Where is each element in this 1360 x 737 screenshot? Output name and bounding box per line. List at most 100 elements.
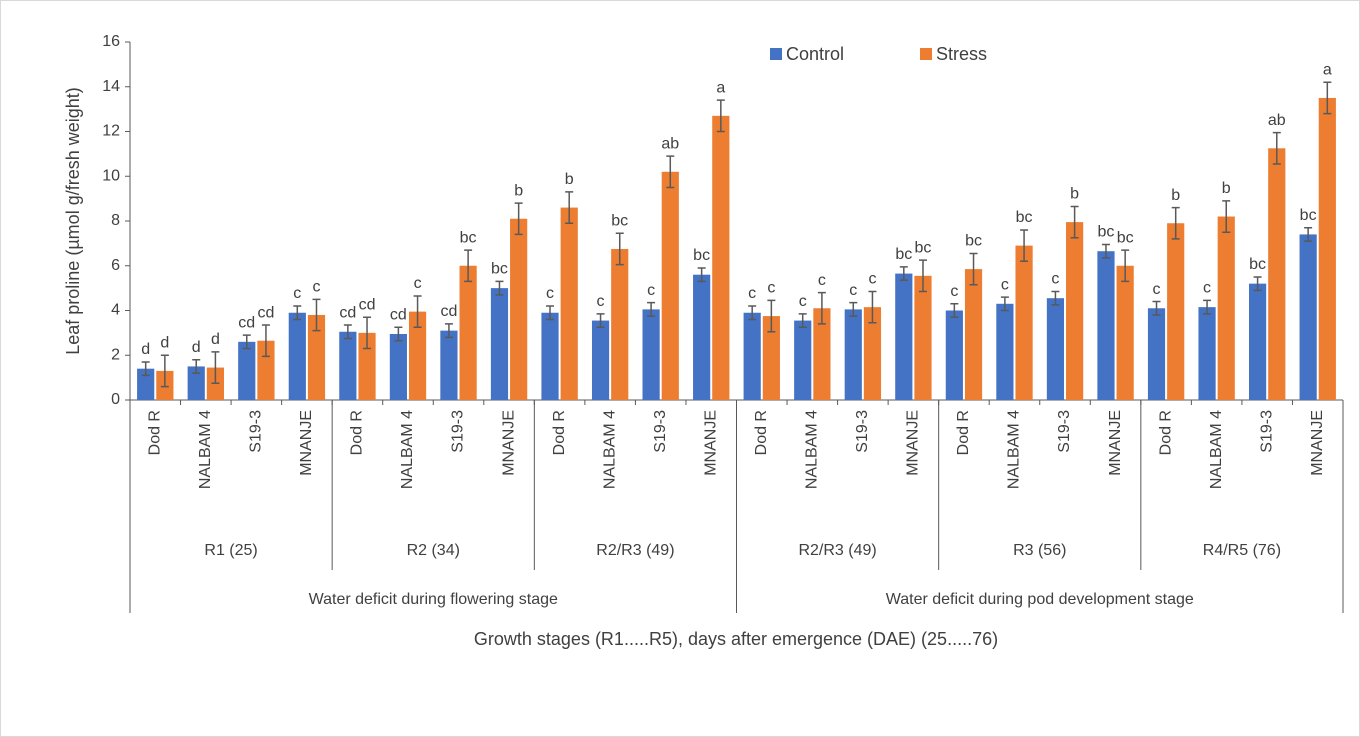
x-tick-label: MNANJE	[905, 410, 922, 476]
bar	[1015, 245, 1033, 400]
error-bar	[798, 313, 807, 329]
y-tick-label: 16	[102, 33, 120, 50]
bar	[358, 332, 376, 400]
error-bar	[767, 299, 776, 333]
error-bar	[211, 351, 220, 384]
error-bar	[141, 361, 150, 377]
error-bar	[899, 266, 908, 282]
x-tick-label: MNANJE	[702, 410, 719, 476]
error-bar	[817, 291, 826, 325]
bar	[591, 320, 610, 400]
significance-letter: bc	[1300, 207, 1317, 224]
group-label: R2/R3 (49)	[596, 542, 674, 559]
supergroup-label: Water deficit during flowering stage	[309, 591, 558, 608]
significance-letter: d	[211, 331, 220, 348]
x-tick-label: Dod R	[146, 410, 163, 455]
x-tick-label: Dod R	[551, 410, 568, 455]
significance-letter: c	[1001, 276, 1009, 293]
error-bar	[666, 155, 675, 189]
x-tick-label: Dod R	[955, 410, 972, 455]
error-bar	[1171, 206, 1180, 240]
significance-letter: c	[312, 279, 320, 296]
y-axis-title: Leaf proline (µmol g/fresh weight)	[63, 87, 83, 355]
significance-letter: b	[565, 171, 574, 188]
y-tick-label: 10	[102, 167, 120, 184]
error-bar	[748, 305, 757, 321]
error-bar	[546, 305, 555, 321]
significance-letter: bc	[1117, 229, 1134, 246]
legend-label: Stress	[936, 44, 987, 64]
bar	[389, 333, 407, 400]
error-bar	[969, 252, 978, 286]
x-tick-label: Dod R	[349, 410, 366, 455]
significance-letter: cd	[257, 304, 274, 321]
error-bar	[1152, 300, 1161, 316]
x-tick-label: S19-3	[854, 410, 871, 453]
bar	[187, 366, 205, 400]
significance-letter: cd	[359, 296, 376, 313]
error-bar	[565, 191, 574, 224]
significance-letter: bc	[1098, 224, 1115, 241]
significance-letter: bc	[460, 229, 477, 246]
bar	[996, 303, 1014, 400]
significance-letter: bc	[693, 247, 710, 264]
significance-letter: c	[647, 282, 655, 299]
significance-letter: c	[546, 285, 554, 302]
significance-letter: bc	[491, 261, 508, 278]
significance-letter: bc	[915, 239, 932, 256]
x-tick-label: MNANJE	[1107, 410, 1124, 476]
x-tick-label: S19-3	[450, 410, 467, 453]
error-bar	[192, 358, 201, 374]
bar	[1116, 265, 1134, 400]
significance-letter: cd	[440, 303, 457, 320]
error-bar	[697, 267, 706, 283]
x-tick-label: MNANJE	[500, 410, 517, 476]
error-bar	[647, 301, 656, 317]
x-tick-label: Dod R	[753, 410, 770, 455]
y-tick-label: 6	[111, 257, 120, 274]
bar	[1268, 148, 1286, 400]
significance-letter: d	[192, 339, 201, 356]
bar	[1167, 223, 1185, 400]
error-bar	[160, 354, 169, 388]
bar	[794, 320, 812, 400]
bar	[288, 312, 306, 400]
error-bar	[312, 298, 321, 332]
x-tick-label: S19-3	[1258, 410, 1275, 453]
bar	[560, 207, 578, 400]
significance-letter: cd	[238, 314, 255, 331]
significance-letter: c	[849, 282, 857, 299]
bar	[895, 273, 913, 400]
bar	[459, 265, 477, 400]
error-bar	[464, 249, 473, 283]
bar	[642, 309, 660, 400]
bar	[813, 308, 831, 400]
error-bar	[1051, 290, 1060, 306]
x-axis-title: Growth stages (R1.....R5), days after em…	[474, 629, 998, 649]
x-tick-label: NALBAM 4	[1006, 410, 1023, 489]
group-label: R1 (25)	[204, 542, 257, 559]
significance-letter: c	[868, 271, 876, 288]
significance-letter: c	[748, 285, 756, 302]
bar	[661, 171, 679, 400]
error-bar	[444, 323, 453, 339]
x-tick-label: NALBAM 4	[601, 410, 618, 489]
bar	[440, 330, 458, 400]
x-tick-label: S19-3	[1056, 410, 1073, 453]
significance-letter: d	[141, 341, 150, 358]
y-tick-label: 4	[111, 302, 120, 319]
error-bar	[242, 334, 251, 350]
bar	[1299, 234, 1317, 400]
significance-letter: cd	[390, 307, 407, 324]
error-bar	[1253, 276, 1262, 292]
bar	[238, 341, 256, 400]
bar	[762, 316, 780, 400]
error-bar	[596, 313, 605, 329]
supergroup-label: Water deficit during pod development sta…	[886, 591, 1194, 608]
significance-letter: c	[950, 283, 958, 300]
bar	[964, 269, 983, 400]
error-bar	[1121, 249, 1130, 283]
bar	[1217, 216, 1235, 400]
error-bar	[1101, 243, 1110, 259]
significance-letter: b	[1222, 180, 1231, 197]
